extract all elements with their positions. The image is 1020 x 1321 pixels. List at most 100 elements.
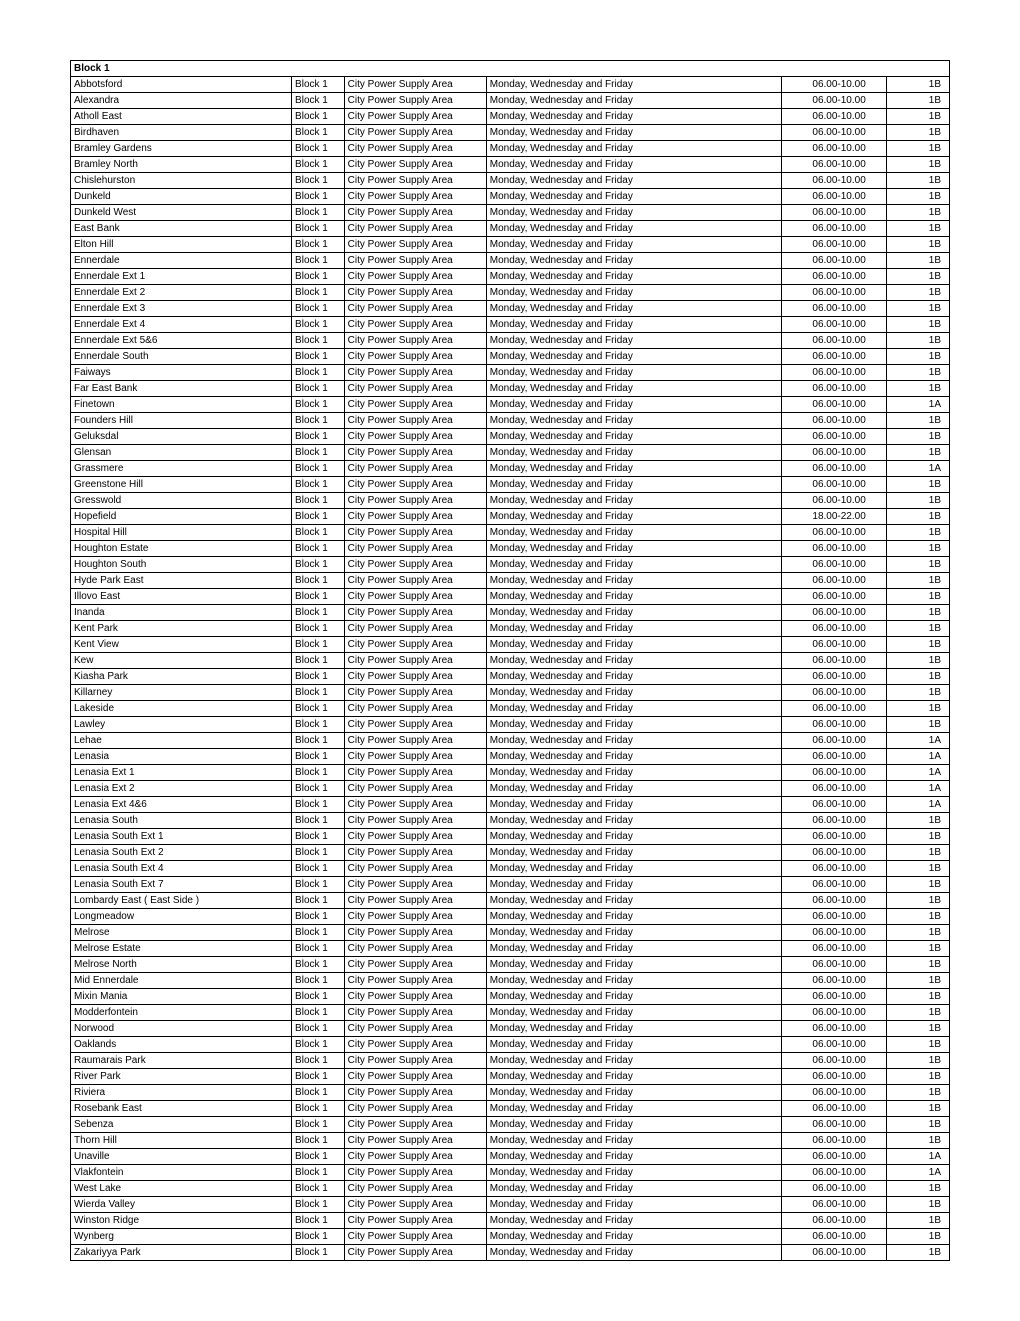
supply-cell: City Power Supply Area (344, 989, 486, 1005)
days-cell: Monday, Wednesday and Friday (486, 669, 781, 685)
supply-cell: City Power Supply Area (344, 205, 486, 221)
days-cell: Monday, Wednesday and Friday (486, 653, 781, 669)
code-cell: 1B (886, 1021, 949, 1037)
code-cell: 1B (886, 605, 949, 621)
area-cell: Winston Ridge (71, 1213, 292, 1229)
days-cell: Monday, Wednesday and Friday (486, 301, 781, 317)
area-cell: Atholl East (71, 109, 292, 125)
code-cell: 1B (886, 269, 949, 285)
block-cell: Block 1 (292, 269, 345, 285)
code-cell: 1B (886, 413, 949, 429)
area-cell: Raumarais Park (71, 1053, 292, 1069)
supply-cell: City Power Supply Area (344, 957, 486, 973)
area-cell: Hopefield (71, 509, 292, 525)
area-cell: Ennerdale Ext 2 (71, 285, 292, 301)
days-cell: Monday, Wednesday and Friday (486, 909, 781, 925)
block-cell: Block 1 (292, 541, 345, 557)
days-cell: Monday, Wednesday and Friday (486, 1181, 781, 1197)
table-row: Melrose NorthBlock 1City Power Supply Ar… (71, 957, 950, 973)
block-cell: Block 1 (292, 381, 345, 397)
days-cell: Monday, Wednesday and Friday (486, 157, 781, 173)
supply-cell: City Power Supply Area (344, 237, 486, 253)
time-cell: 06.00-10.00 (781, 1005, 886, 1021)
area-cell: Houghton Estate (71, 541, 292, 557)
block-cell: Block 1 (292, 93, 345, 109)
area-cell: Greenstone Hill (71, 477, 292, 493)
time-cell: 06.00-10.00 (781, 1165, 886, 1181)
table-row: Greenstone HillBlock 1City Power Supply … (71, 477, 950, 493)
table-row: Lombardy East ( East Side )Block 1City P… (71, 893, 950, 909)
supply-cell: City Power Supply Area (344, 461, 486, 477)
block-cell: Block 1 (292, 525, 345, 541)
supply-cell: City Power Supply Area (344, 477, 486, 493)
area-cell: East Bank (71, 221, 292, 237)
code-cell: 1B (886, 141, 949, 157)
time-cell: 06.00-10.00 (781, 93, 886, 109)
code-cell: 1B (886, 1229, 949, 1245)
time-cell: 06.00-10.00 (781, 1037, 886, 1053)
block-cell: Block 1 (292, 669, 345, 685)
area-cell: Dunkeld West (71, 205, 292, 221)
table-row: Ennerdale Ext 3Block 1City Power Supply … (71, 301, 950, 317)
days-cell: Monday, Wednesday and Friday (486, 957, 781, 973)
table-row: Bramley NorthBlock 1City Power Supply Ar… (71, 157, 950, 173)
block-cell: Block 1 (292, 589, 345, 605)
area-cell: Lawley (71, 717, 292, 733)
block-cell: Block 1 (292, 333, 345, 349)
area-cell: Elton Hill (71, 237, 292, 253)
area-cell: Wierda Valley (71, 1197, 292, 1213)
area-cell: Zakariyya Park (71, 1245, 292, 1261)
supply-cell: City Power Supply Area (344, 381, 486, 397)
table-row: Raumarais ParkBlock 1City Power Supply A… (71, 1053, 950, 1069)
code-cell: 1B (886, 525, 949, 541)
supply-cell: City Power Supply Area (344, 1069, 486, 1085)
supply-cell: City Power Supply Area (344, 429, 486, 445)
table-row: Dunkeld WestBlock 1City Power Supply Are… (71, 205, 950, 221)
table-row: Lenasia Ext 1Block 1City Power Supply Ar… (71, 765, 950, 781)
days-cell: Monday, Wednesday and Friday (486, 925, 781, 941)
days-cell: Monday, Wednesday and Friday (486, 733, 781, 749)
days-cell: Monday, Wednesday and Friday (486, 237, 781, 253)
days-cell: Monday, Wednesday and Friday (486, 877, 781, 893)
area-cell: Bramley North (71, 157, 292, 173)
code-cell: 1B (886, 349, 949, 365)
days-cell: Monday, Wednesday and Friday (486, 557, 781, 573)
time-cell: 06.00-10.00 (781, 205, 886, 221)
time-cell: 06.00-10.00 (781, 557, 886, 573)
table-row: RivieraBlock 1City Power Supply AreaMond… (71, 1085, 950, 1101)
table-row: UnavilleBlock 1City Power Supply AreaMon… (71, 1149, 950, 1165)
code-cell: 1B (886, 205, 949, 221)
supply-cell: City Power Supply Area (344, 781, 486, 797)
code-cell: 1B (886, 893, 949, 909)
supply-cell: City Power Supply Area (344, 717, 486, 733)
supply-cell: City Power Supply Area (344, 413, 486, 429)
block-cell: Block 1 (292, 141, 345, 157)
table-row: Ennerdale Ext 5&6Block 1City Power Suppl… (71, 333, 950, 349)
days-cell: Monday, Wednesday and Friday (486, 637, 781, 653)
days-cell: Monday, Wednesday and Friday (486, 253, 781, 269)
code-cell: 1A (886, 733, 949, 749)
supply-cell: City Power Supply Area (344, 397, 486, 413)
area-cell: Lenasia Ext 4&6 (71, 797, 292, 813)
supply-cell: City Power Supply Area (344, 1133, 486, 1149)
area-cell: Ennerdale South (71, 349, 292, 365)
code-cell: 1B (886, 1117, 949, 1133)
block-cell: Block 1 (292, 621, 345, 637)
area-cell: Mixin Mania (71, 989, 292, 1005)
time-cell: 06.00-10.00 (781, 221, 886, 237)
time-cell: 06.00-10.00 (781, 893, 886, 909)
area-cell: Abbotsford (71, 77, 292, 93)
time-cell: 06.00-10.00 (781, 477, 886, 493)
supply-cell: City Power Supply Area (344, 797, 486, 813)
area-cell: Lenasia South Ext 1 (71, 829, 292, 845)
days-cell: Monday, Wednesday and Friday (486, 1165, 781, 1181)
area-cell: Modderfontein (71, 1005, 292, 1021)
supply-cell: City Power Supply Area (344, 973, 486, 989)
code-cell: 1B (886, 957, 949, 973)
table-row: Lenasia Ext 2Block 1City Power Supply Ar… (71, 781, 950, 797)
code-cell: 1B (886, 573, 949, 589)
time-cell: 06.00-10.00 (781, 461, 886, 477)
table-row: LehaeBlock 1City Power Supply AreaMonday… (71, 733, 950, 749)
supply-cell: City Power Supply Area (344, 861, 486, 877)
area-cell: Alexandra (71, 93, 292, 109)
